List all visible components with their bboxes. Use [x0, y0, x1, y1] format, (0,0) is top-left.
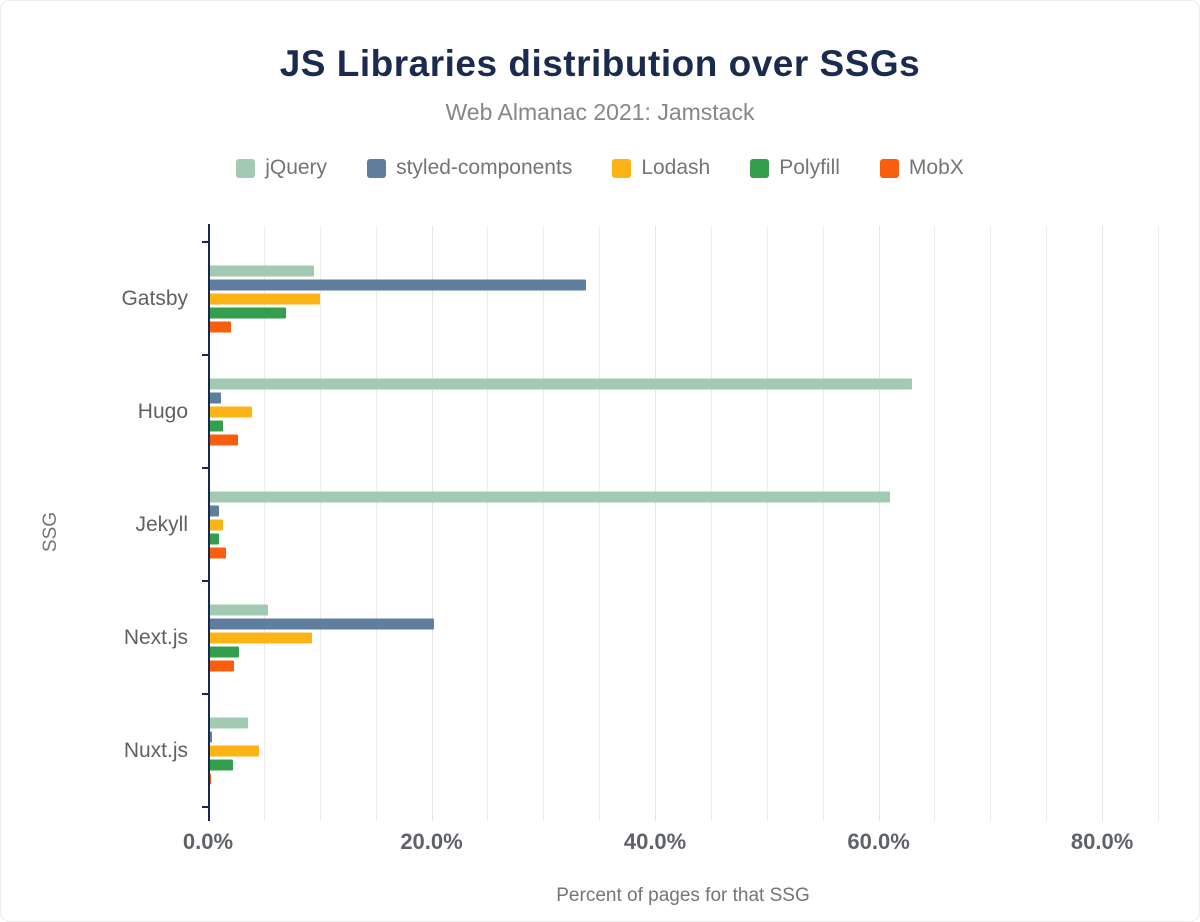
- bar-nuxt-js-styled-components: [208, 731, 213, 742]
- gridline: [1158, 226, 1159, 821]
- bar-row-next-js: [208, 581, 1158, 694]
- y-axis-tick: [202, 693, 208, 695]
- legend-swatch-styled-components: [367, 158, 387, 178]
- gridline: [1046, 226, 1048, 821]
- legend-label: jQuery: [265, 156, 328, 179]
- bar-gatsby-mobx: [208, 321, 232, 332]
- gridline: [263, 226, 265, 821]
- legend-item-mobx: MobX: [879, 156, 964, 180]
- gridline: [319, 226, 321, 821]
- bar-cluster: [208, 265, 1158, 332]
- legend-swatch-mobx: [879, 158, 899, 178]
- plot-region: Gatsby Hugo Jekyll Next.js Nuxt.js: [1, 224, 1199, 821]
- legend-item-polyfill: Polyfill: [750, 156, 840, 180]
- bar-next-js-mobx: [208, 660, 234, 671]
- bar-nuxt-js-polyfill: [208, 759, 233, 770]
- legend-label: MobX: [908, 156, 964, 179]
- y-axis-tick: [202, 806, 208, 808]
- gridline: [655, 226, 657, 821]
- gridline: [487, 226, 489, 821]
- category-label-jekyll: Jekyll: [135, 512, 188, 536]
- y-axis-title: SSG: [40, 511, 62, 553]
- chart-subtitle: Web Almanac 2021: Jamstack: [445, 99, 755, 125]
- x-axis-title: Percent of pages for that SSG: [556, 885, 810, 906]
- bar-row-hugo: [208, 355, 1158, 468]
- bar-cluster: [208, 604, 1158, 671]
- x-tick-label-0: 0.0%: [182, 829, 234, 854]
- legend-swatch-polyfill: [750, 158, 770, 178]
- category-label-gatsby: Gatsby: [121, 286, 188, 310]
- bar-row-nuxt-js: [208, 694, 1158, 807]
- bar-hugo-mobx: [208, 434, 239, 445]
- y-axis-tick: [202, 580, 208, 582]
- legend-swatch-jquery: [236, 158, 256, 178]
- bar-next-js-polyfill: [208, 646, 240, 657]
- bar-cluster: [208, 491, 1158, 558]
- legend-swatch-lodash: [612, 158, 632, 178]
- legend-item-lodash: Lodash: [612, 156, 710, 180]
- category-label-next-js: Next.js: [123, 625, 188, 649]
- chart-title: JS Libraries distribution over SSGs: [279, 43, 921, 84]
- gridline: [599, 226, 601, 821]
- bar-row-jekyll: [208, 468, 1158, 581]
- x-tick-label-60: 60.0%: [847, 829, 910, 854]
- category-label-nuxt-js: Nuxt.js: [123, 738, 188, 762]
- y-axis-tick: [202, 241, 208, 243]
- y-axis-tick: [202, 467, 208, 469]
- bar-cluster: [208, 378, 1158, 445]
- bar-gatsby-styled-components: [208, 279, 586, 290]
- bar-cluster: [208, 717, 1158, 784]
- gridline: [431, 226, 433, 821]
- y-axis-tick: [202, 354, 208, 356]
- bar-rows: [208, 226, 1158, 821]
- gridline: [878, 226, 880, 821]
- plot-area: [202, 224, 1159, 821]
- bar-jekyll-styled-components: [208, 505, 220, 516]
- gridline: [543, 226, 545, 821]
- bar-jekyll-polyfill: [208, 533, 220, 544]
- y-axis-category-labels: Gatsby Hugo Jekyll Next.js Nuxt.js: [1, 226, 208, 821]
- legend-label: Polyfill: [779, 156, 840, 179]
- gridline: [822, 226, 824, 821]
- y-axis-line: [208, 224, 210, 821]
- bar-next-js-jquery: [208, 604, 269, 615]
- x-tick-label-80: 80.0%: [1070, 829, 1134, 854]
- bar-row-gatsby: [208, 242, 1158, 355]
- bar-jekyll-mobx: [208, 547, 226, 558]
- bar-nuxt-js-lodash: [208, 745, 260, 756]
- bar-hugo-jquery: [208, 378, 913, 389]
- bar-hugo-styled-components: [208, 392, 222, 403]
- bar-gatsby-lodash: [208, 293, 320, 304]
- gridline: [1102, 226, 1104, 821]
- category-label-hugo: Hugo: [137, 399, 188, 423]
- bar-jekyll-jquery: [208, 491, 890, 502]
- bar-nuxt-js-jquery: [208, 717, 249, 728]
- bar-hugo-polyfill: [208, 420, 223, 431]
- bar-hugo-lodash: [208, 406, 252, 417]
- bar-jekyll-lodash: [208, 519, 223, 530]
- gridline: [766, 226, 768, 821]
- legend-item-jquery: jQuery: [236, 156, 327, 180]
- bar-next-js-lodash: [208, 632, 312, 643]
- gridline: [934, 226, 936, 821]
- legend-item-styled-components: styled-components: [367, 156, 572, 180]
- gridline: [710, 226, 712, 821]
- legend-label: styled-components: [396, 156, 573, 179]
- x-tick-label-40: 40.0%: [623, 829, 687, 854]
- legend: jQuery styled-components Lodash Polyfill Mob…: [1, 156, 1199, 180]
- x-tick-label-20: 20.0%: [400, 829, 463, 854]
- bar-gatsby-polyfill: [208, 307, 287, 318]
- bar-next-js-styled-components: [208, 618, 434, 629]
- bar-gatsby-jquery: [208, 265, 315, 276]
- gridline: [990, 226, 992, 821]
- x-axis-tick-labels: 0.0% 20.0% 40.0% 60.0% 80.0%: [183, 829, 1158, 863]
- legend-label: Lodash: [641, 156, 711, 179]
- gridline: [375, 226, 377, 821]
